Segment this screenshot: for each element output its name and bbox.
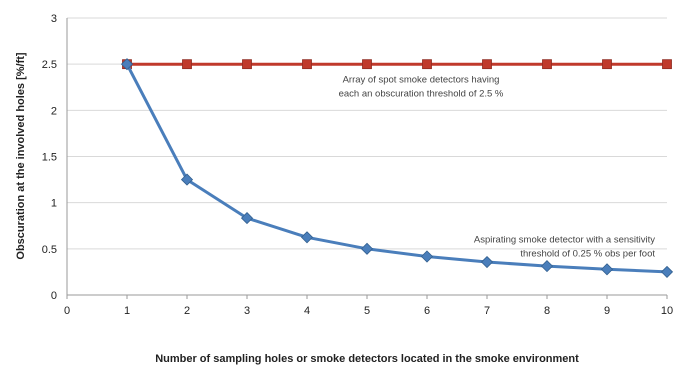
- data-point: [420, 250, 434, 263]
- annotations: Array of spot smoke detectors having each…: [339, 75, 656, 260]
- data-point: [540, 260, 554, 273]
- data-point: [600, 263, 614, 276]
- annotation-text: Aspirating smoke detector with a sensiti…: [474, 234, 655, 245]
- y-tick-label: 1: [51, 198, 57, 210]
- annotation-text: Array of spot smoke detectors having: [343, 75, 500, 86]
- data-point: [242, 59, 252, 70]
- data-point: [542, 59, 552, 70]
- x-tick-label: 2: [184, 305, 190, 317]
- y-tick-label: 0.5: [42, 244, 57, 256]
- data-point: [120, 58, 134, 71]
- series-0: [122, 59, 672, 70]
- data-point: [480, 255, 494, 269]
- x-tick-label: 5: [364, 305, 370, 317]
- tick-labels: 0 0.5 1 1.5 2 2.5 3 0 1 2 3 4 5 6 7 8 9 10: [42, 13, 673, 317]
- y-tick-label: 1.5: [42, 152, 57, 164]
- series-line: [125, 63, 668, 274]
- data-point: [362, 59, 372, 70]
- annotation-text: each an obscuration threshold of 2.5 %: [339, 89, 504, 100]
- data-point: [422, 59, 432, 70]
- x-tick-label: 6: [424, 305, 430, 317]
- data-point: [602, 59, 612, 70]
- annotation-text: threshold of 0.25 % obs per foot: [520, 248, 655, 259]
- data-point: [182, 59, 192, 70]
- data-point: [662, 59, 672, 70]
- y-tick-label: 0: [51, 290, 57, 302]
- x-tick-label: 4: [304, 305, 310, 317]
- y-tick-label: 3: [51, 13, 57, 25]
- x-tick-label: 1: [124, 305, 130, 317]
- x-tick-label: 10: [661, 305, 673, 317]
- data-point: [660, 265, 674, 278]
- y-tick-label: 2.5: [42, 59, 57, 71]
- x-tick-label: 7: [484, 305, 490, 317]
- data-point: [482, 59, 492, 70]
- y-axis-title: Obscuration at the involved holes [%/ft]: [15, 52, 27, 260]
- x-tick-label: 8: [544, 305, 550, 317]
- gridlines: [67, 17, 667, 250]
- data-point: [302, 59, 312, 70]
- data-point: [360, 242, 374, 255]
- x-tick-label: 9: [604, 305, 610, 317]
- y-tick-label: 2: [51, 105, 57, 117]
- x-axis-title: Number of sampling holes or smoke detect…: [155, 353, 579, 365]
- data-point: [300, 231, 314, 244]
- data-point: [240, 212, 254, 225]
- data-point: [180, 173, 194, 186]
- x-tick-label: 3: [244, 305, 250, 317]
- x-tick-label: 0: [64, 305, 70, 317]
- series-1: [120, 58, 674, 278]
- series: [120, 58, 674, 278]
